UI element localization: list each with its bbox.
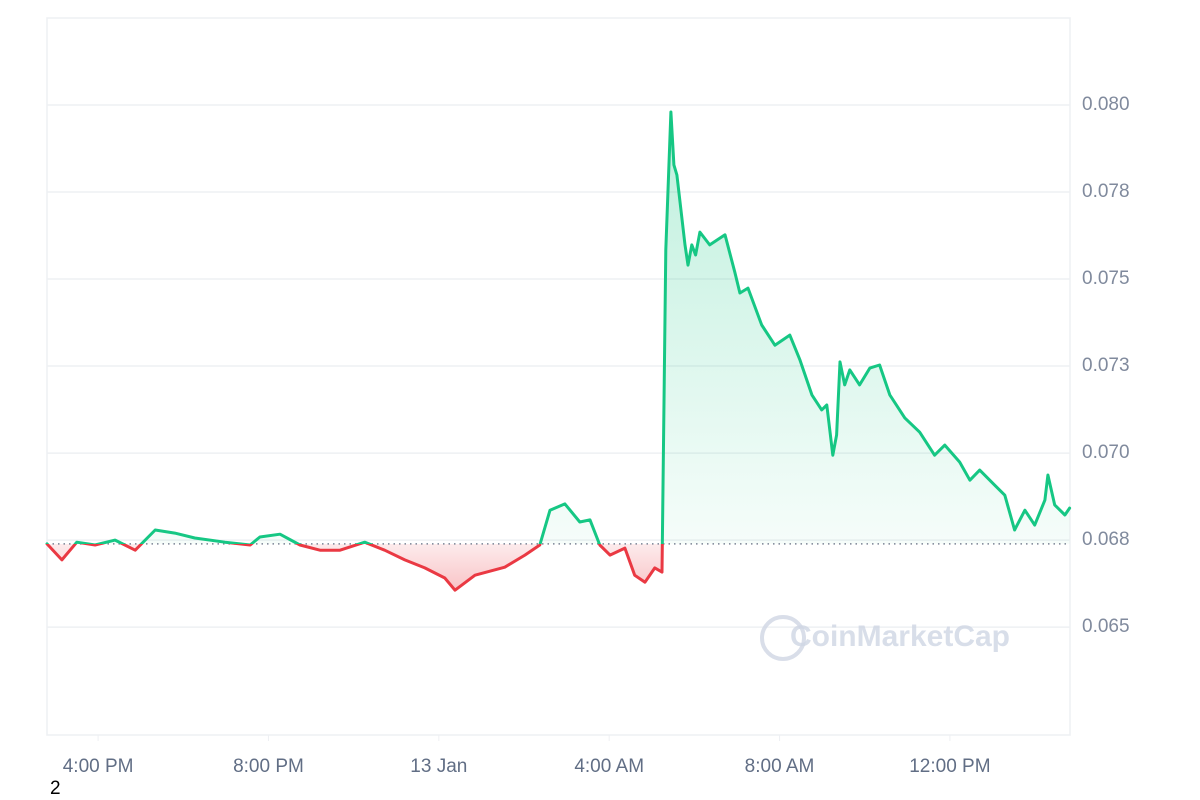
page-label: 2 — [50, 778, 61, 799]
x-tick-label: 4:00 AM — [574, 756, 644, 777]
y-tick-label: 0.073 — [1082, 355, 1130, 376]
price-line — [45, 110, 1072, 592]
y-tick-label: 0.080 — [1082, 94, 1130, 115]
x-tick-label: 8:00 PM — [233, 756, 304, 777]
area — [47, 112, 1070, 591]
watermark-logo — [760, 615, 806, 661]
y-tick-label: 0.065 — [1082, 616, 1130, 637]
x-tick-label: 4:00 PM — [63, 756, 134, 777]
y-tick-label: 0.068 — [1082, 529, 1130, 550]
y-tick-label: 0.075 — [1082, 268, 1130, 289]
plot-frame — [46, 17, 1071, 736]
x-tick-label: 12:00 PM — [909, 756, 990, 777]
grid: 0.065 0.068 0.070 0.073 0.075 0.078 0.080 4:00 … — [47, 94, 1130, 777]
plot — [45, 110, 1072, 592]
y-tick-label: 0.070 — [1082, 442, 1130, 463]
x-tick-label: 13 Jan — [410, 756, 467, 777]
y-tick-label: 0.078 — [1082, 181, 1130, 202]
watermark: CoinMarketCap — [790, 620, 1010, 653]
x-tick-label: 8:00 AM — [745, 756, 815, 777]
